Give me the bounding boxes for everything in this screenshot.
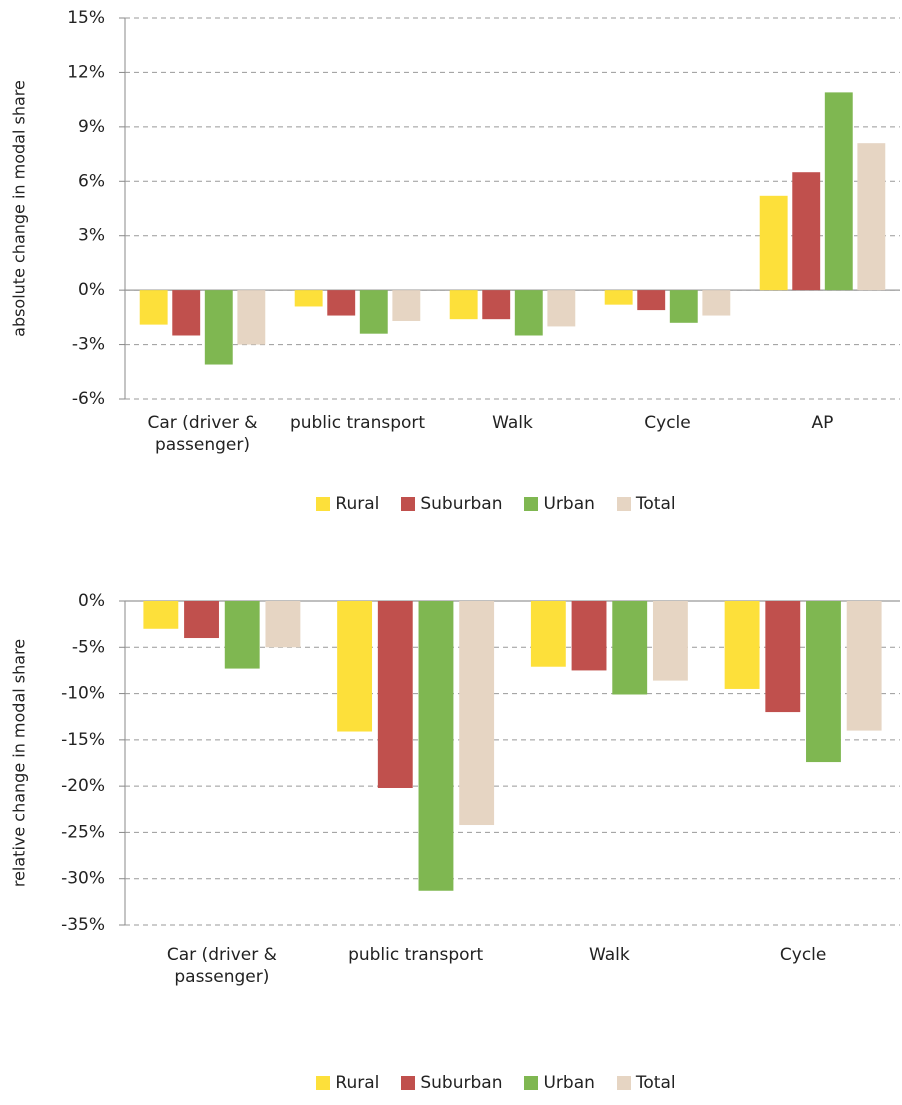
bar [139,290,168,325]
bar [204,290,233,365]
y-axis-label: relative change in modal share [10,639,29,887]
bar [237,290,266,345]
x-tick-label: Walk [492,413,533,433]
bar [702,290,731,316]
bar [759,195,788,291]
y-tick-label: 9% [78,117,105,137]
bar [392,290,421,321]
bar [669,290,698,323]
legend-label: Total [635,1073,676,1093]
legend-swatch [616,1076,631,1090]
y-tick-label: -30% [61,869,105,889]
y-tick-label: 0% [78,280,105,300]
y-tick-label: -5% [72,637,105,657]
x-tick-label: AP [811,413,834,433]
x-tick-label: Car (driver & passenger) [147,413,258,455]
x-tick-label: Car (driver & passenger) [166,945,277,987]
bar [547,290,576,327]
y-tick-label: -3% [72,335,105,355]
bar [824,92,853,291]
legend: Rural Suburban Urban Total [0,494,902,514]
y-tick-label: -10% [61,684,105,704]
x-tick-label: public transport [289,413,426,433]
bar [806,601,841,763]
bar [265,601,301,648]
bar [637,290,666,311]
bar [359,290,388,334]
y-tick-label: -20% [61,776,105,796]
legend: Rural Suburban Urban Total [0,1073,902,1093]
legend-item: Suburban [401,494,502,514]
bar [172,290,201,336]
y-tick-label: 6% [78,171,105,191]
y-tick-label: 3% [78,226,105,246]
legend-item: Urban [524,494,595,514]
legend-swatch [616,497,631,511]
bar [459,601,495,826]
bar [377,601,413,788]
legend-swatch [524,497,539,511]
bar [857,143,886,291]
bar [449,290,478,320]
bar [612,601,648,695]
bar [418,601,454,891]
legend-swatch [401,1076,416,1090]
legend-swatch [316,497,331,511]
bar [482,290,511,320]
y-axis-label: absolute change in modal share [10,80,29,337]
bar [294,290,323,307]
bar [530,601,566,667]
x-tick-label: Cycle [644,413,691,433]
bar [337,601,373,732]
bar [184,601,219,639]
y-tick-label: -15% [61,730,105,750]
y-tick-label: 15% [67,8,105,28]
legend-label: Rural [335,1073,380,1093]
legend-label: Urban [543,494,595,514]
bar [327,290,356,316]
legend-item: Total [616,494,676,514]
legend-item: Total [616,1073,676,1093]
legend-item: Suburban [401,1073,502,1093]
legend-label: Suburban [420,494,503,514]
bar [724,601,760,689]
legend-label: Urban [543,1073,595,1093]
bar [514,290,543,336]
y-tick-label: -6% [72,389,105,409]
bar [604,290,633,305]
y-tick-label: 12% [67,62,105,82]
y-tick-label: -25% [61,822,105,842]
bar [143,601,179,629]
legend-label: Total [635,494,676,514]
x-tick-label: Walk [589,945,630,965]
bar [652,601,688,681]
legend-label: Rural [335,494,380,514]
y-tick-label: 0% [78,591,105,611]
bar [792,172,821,291]
legend-swatch [401,497,416,511]
bar [846,601,882,731]
legend-item: Rural [316,494,379,514]
legend-swatch [316,1076,331,1090]
legend-item: Urban [524,1073,595,1093]
y-tick-label: -35% [61,915,105,935]
bar [224,601,260,669]
legend-swatch [524,1076,539,1090]
bar [765,601,801,713]
legend-item: Rural [316,1073,379,1093]
legend-label: Suburban [420,1073,503,1093]
x-tick-label: public transport [348,945,484,965]
bar [571,601,607,671]
x-tick-label: Cycle [779,945,827,965]
